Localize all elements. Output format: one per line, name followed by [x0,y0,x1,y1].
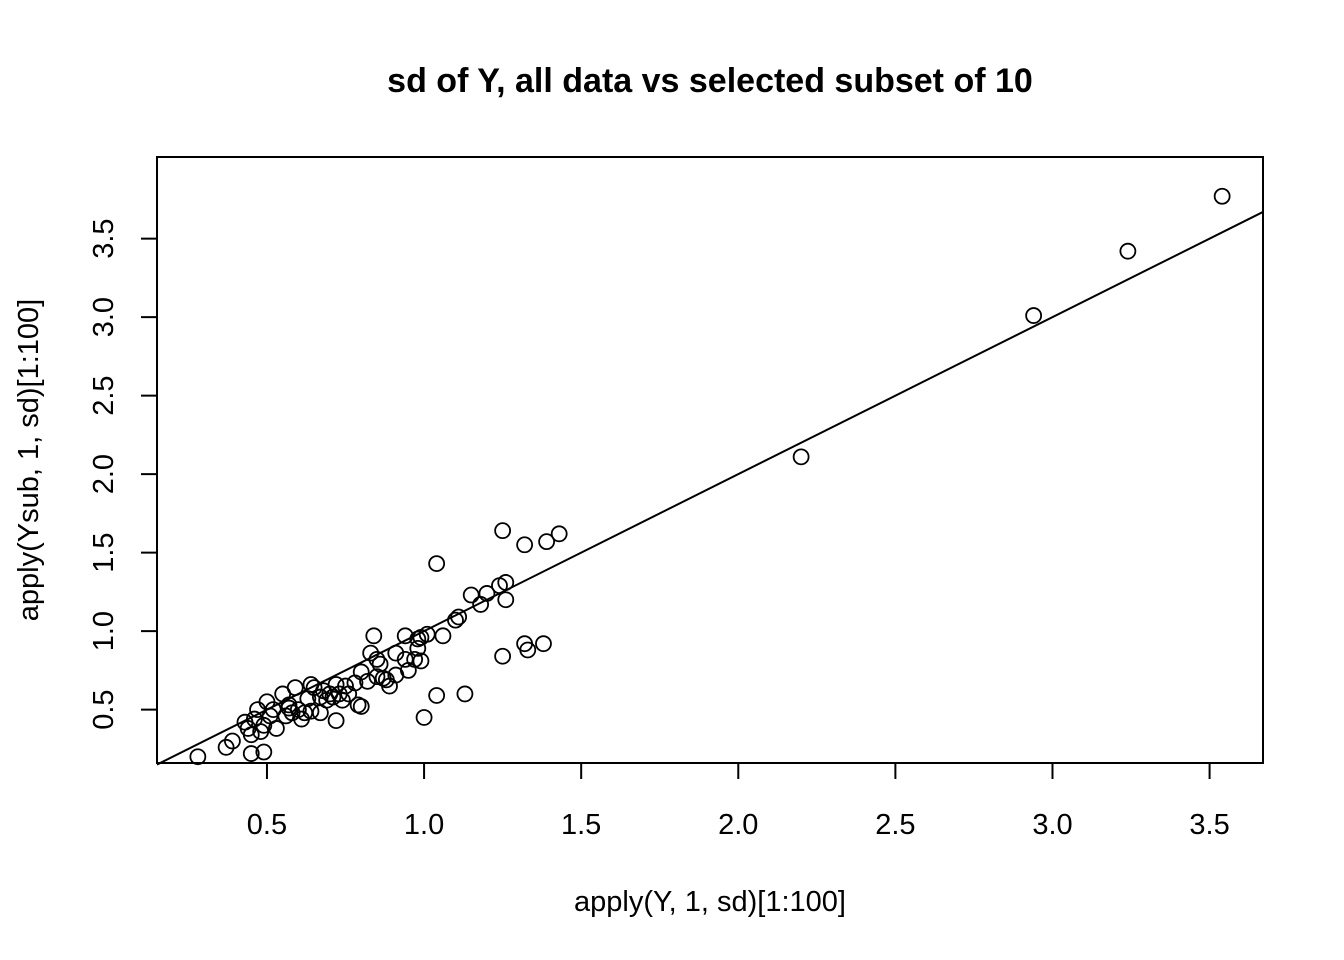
data-points [189,187,1231,766]
data-point [535,635,552,653]
data-point [327,676,345,693]
data-point [387,644,405,662]
data-point [368,668,386,686]
data-point [399,661,417,679]
data-point [415,709,433,726]
data-point [516,536,534,554]
data-point [217,738,235,756]
y-tick-label: 1.0 [88,611,120,651]
data-point [412,652,430,670]
x-axis: 0.5 1.0 1.5 2.0 2.5 3.0 3.5 [247,762,1230,841]
data-point [538,533,556,551]
y-axis-label: apply(Ysub, 1, sd)[1:100] [13,299,45,621]
data-point [337,677,354,695]
reference-line-group [156,211,1264,766]
data-point [267,720,285,737]
data-point [368,650,386,668]
data-point [305,679,323,697]
data-point [359,672,376,690]
y-tick-label: 0.5 [88,689,120,729]
data-point [189,748,207,766]
data-point [434,627,452,645]
data-point [286,679,304,697]
reference-line [156,211,1264,766]
data-point [462,586,480,604]
data-point [494,647,512,665]
data-point [450,608,468,626]
data-point [406,650,424,668]
chart-title: sd of Y, all data vs selected subset of … [387,62,1033,100]
data-point [352,698,370,715]
x-tick-label: 3.5 [1189,809,1229,841]
x-tick-label: 1.0 [404,809,444,841]
data-point [280,699,298,717]
y-tick-label: 3.5 [88,218,120,258]
data-point [478,585,496,602]
data-point [365,627,383,645]
data-point [255,716,273,734]
y-tick-label: 1.5 [88,532,120,572]
data-point [409,639,427,657]
data-point [1025,307,1043,324]
data-point [494,522,512,540]
data-point [497,574,515,591]
data-point [1119,242,1137,260]
data-point [224,732,241,750]
data-point [1213,187,1231,205]
data-point [302,702,320,720]
x-tick-label: 0.5 [247,809,287,841]
data-point [497,591,515,609]
plot-frame [156,156,1264,764]
data-point [456,685,474,703]
x-tick-label: 3.0 [1032,809,1072,841]
data-point [428,555,446,573]
y-axis: 0.5 1.0 1.5 2.0 2.5 3.0 3.5 [88,218,158,730]
data-point [519,641,537,659]
y-tick-label: 2.5 [88,375,120,415]
data-point [792,448,810,466]
y-tick-label: 3.0 [88,297,120,337]
data-point [550,525,568,543]
data-point [255,743,273,761]
x-axis-label: apply(Y, 1, sd)[1:100] [574,886,846,918]
x-tick-label: 2.5 [875,809,915,841]
data-point [352,663,370,681]
data-point [362,644,380,662]
data-point [447,611,464,629]
data-point [242,726,260,744]
data-point [428,687,446,704]
x-tick-label: 2.0 [718,809,758,841]
y-tick-label: 2.0 [88,454,120,494]
data-point [242,745,260,762]
data-point [327,712,345,730]
x-tick-label: 1.5 [561,809,601,841]
